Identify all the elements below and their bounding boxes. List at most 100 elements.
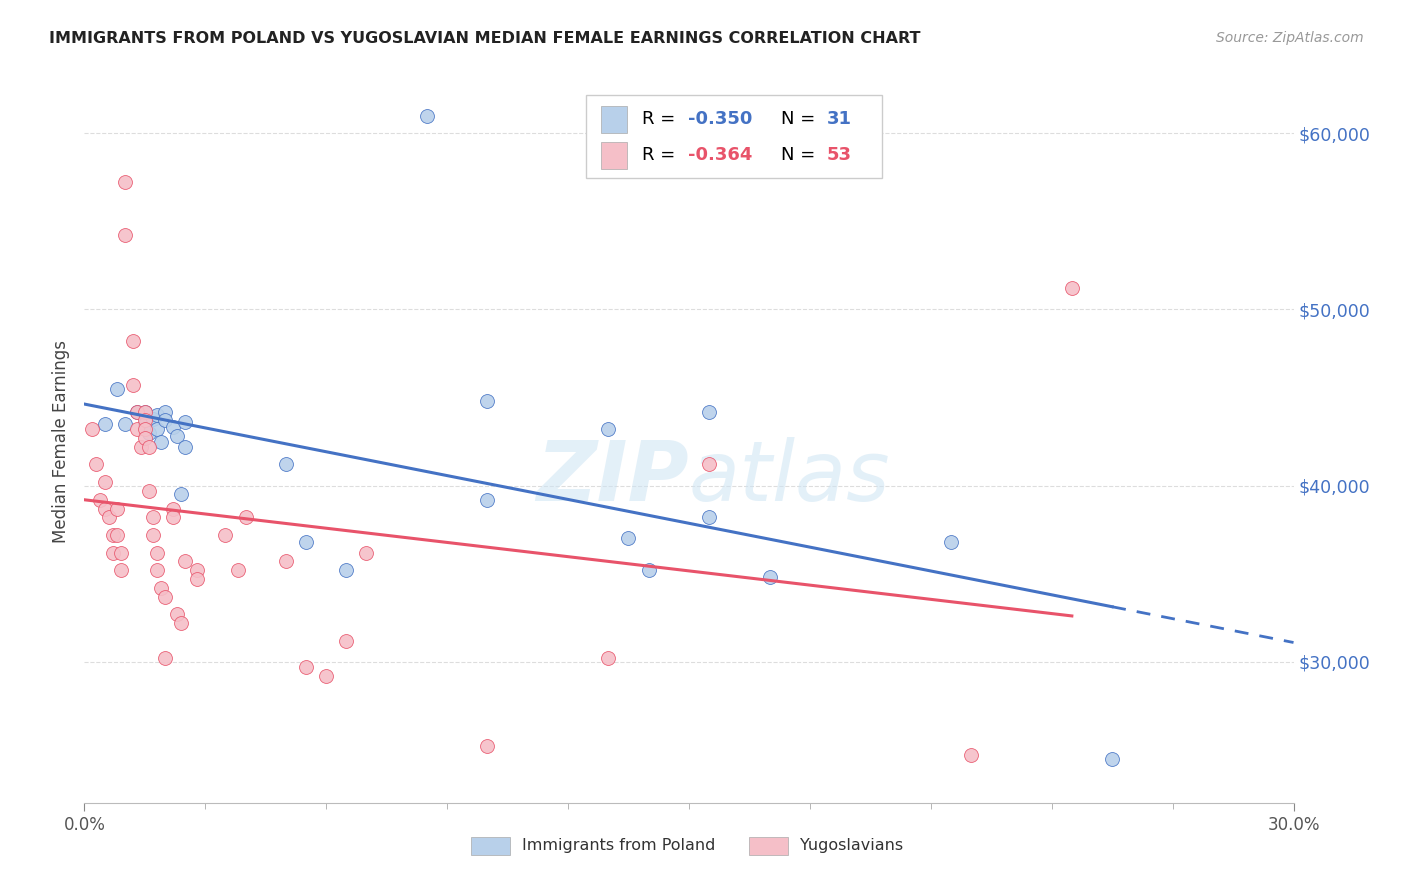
Point — [110, 545, 132, 559]
Point — [153, 651, 176, 665]
Point — [939, 535, 962, 549]
Point — [697, 404, 720, 418]
Point — [114, 176, 136, 190]
Point — [101, 528, 124, 542]
Point — [110, 563, 132, 577]
Point — [125, 404, 148, 418]
Point — [166, 607, 188, 622]
Point — [86, 458, 108, 472]
Point — [138, 440, 160, 454]
Text: ZIP: ZIP — [536, 437, 689, 518]
Point — [274, 458, 297, 472]
FancyBboxPatch shape — [471, 837, 510, 855]
Point — [598, 651, 620, 665]
Point — [114, 228, 136, 243]
Point — [697, 458, 720, 472]
Point — [97, 510, 120, 524]
Point — [149, 434, 172, 449]
Point — [174, 415, 197, 429]
Point — [121, 378, 143, 392]
Text: R =: R = — [641, 146, 681, 164]
Y-axis label: Median Female Earnings: Median Female Earnings — [52, 340, 70, 543]
Point — [93, 475, 115, 489]
Point — [637, 563, 659, 577]
Point — [134, 404, 156, 418]
Point — [335, 633, 357, 648]
Point — [174, 440, 197, 454]
Point — [146, 422, 169, 436]
Point — [153, 590, 176, 604]
Point — [153, 413, 176, 427]
Point — [758, 570, 780, 584]
Text: 53: 53 — [827, 146, 852, 164]
Point — [477, 492, 499, 507]
Text: Immigrants from Poland: Immigrants from Poland — [522, 838, 716, 854]
FancyBboxPatch shape — [586, 95, 883, 178]
FancyBboxPatch shape — [749, 837, 789, 855]
Point — [153, 404, 176, 418]
Text: R =: R = — [641, 111, 681, 128]
Point — [146, 563, 169, 577]
Point — [93, 417, 115, 431]
Point — [101, 545, 124, 559]
Point — [335, 563, 357, 577]
Point — [315, 669, 337, 683]
Text: Source: ZipAtlas.com: Source: ZipAtlas.com — [1216, 31, 1364, 45]
Point — [105, 382, 128, 396]
Point — [134, 413, 156, 427]
Point — [142, 528, 165, 542]
Point — [138, 483, 160, 498]
Point — [166, 429, 188, 443]
Point — [697, 510, 720, 524]
FancyBboxPatch shape — [600, 142, 627, 169]
Point — [295, 535, 318, 549]
Point — [186, 563, 208, 577]
Point — [142, 411, 165, 425]
Point — [477, 739, 499, 754]
Point — [121, 334, 143, 348]
Point — [960, 748, 983, 763]
Point — [1101, 752, 1123, 766]
Point — [129, 440, 152, 454]
Point — [149, 581, 172, 595]
Point — [146, 545, 169, 559]
Point — [93, 501, 115, 516]
Text: IMMIGRANTS FROM POLAND VS YUGOSLAVIAN MEDIAN FEMALE EARNINGS CORRELATION CHART: IMMIGRANTS FROM POLAND VS YUGOSLAVIAN ME… — [49, 31, 921, 46]
FancyBboxPatch shape — [600, 105, 627, 133]
Point — [134, 404, 156, 418]
Point — [214, 528, 236, 542]
Point — [134, 422, 156, 436]
Point — [142, 510, 165, 524]
Point — [146, 408, 169, 422]
Text: 31: 31 — [827, 111, 852, 128]
Point — [162, 420, 184, 434]
Point — [617, 532, 640, 546]
Point — [170, 615, 193, 630]
Point — [226, 563, 249, 577]
Point — [125, 404, 148, 418]
Point — [295, 660, 318, 674]
Point — [105, 501, 128, 516]
Text: Yugoslavians: Yugoslavians — [800, 838, 903, 854]
Point — [598, 422, 620, 436]
Point — [186, 572, 208, 586]
Point — [134, 431, 156, 445]
Point — [477, 394, 499, 409]
Point — [235, 510, 257, 524]
Text: -0.350: -0.350 — [688, 111, 752, 128]
Point — [134, 417, 156, 431]
Point — [125, 422, 148, 436]
Point — [162, 510, 184, 524]
Point — [416, 109, 439, 123]
Point — [162, 501, 184, 516]
Text: N =: N = — [780, 111, 821, 128]
Point — [105, 528, 128, 542]
Text: atlas: atlas — [689, 437, 890, 518]
Point — [82, 422, 104, 436]
Point — [114, 417, 136, 431]
Text: -0.364: -0.364 — [688, 146, 752, 164]
Point — [356, 545, 378, 559]
Point — [89, 492, 111, 507]
Point — [138, 425, 160, 440]
Point — [170, 487, 193, 501]
